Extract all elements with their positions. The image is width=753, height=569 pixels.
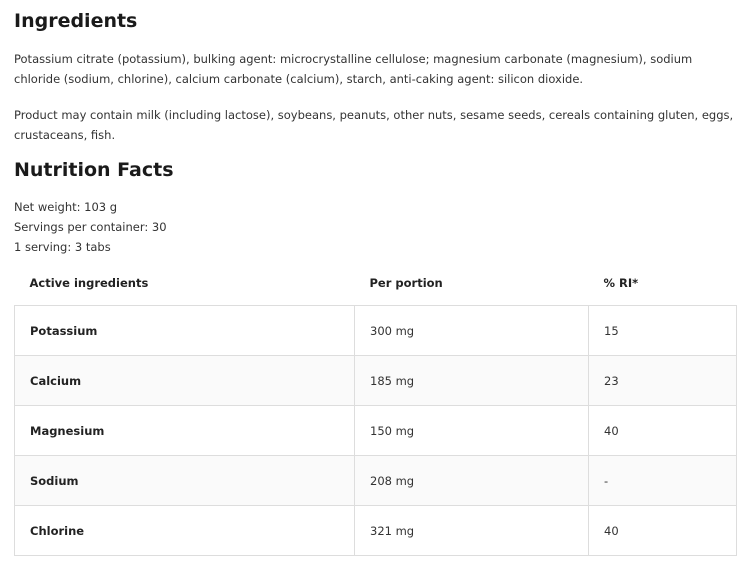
nutrition-title: Nutrition Facts — [14, 159, 174, 181]
per-portion: 300 mg — [354, 305, 589, 356]
per-portion: 150 mg — [354, 405, 589, 456]
ri-percent: 23 — [588, 355, 737, 406]
ri-percent: - — [588, 455, 737, 506]
allergen-text: Product may contain milk (including lact… — [14, 108, 734, 142]
ri-percent: 15 — [588, 305, 737, 356]
servings-per-container: Servings per container: 30 — [14, 220, 167, 234]
ri-percent: 40 — [588, 405, 737, 456]
ingredient-name: Sodium — [14, 455, 355, 506]
ingredient-name: Magnesium — [14, 405, 355, 456]
table-row: Calcium 185 mg 23 — [14, 355, 737, 406]
per-portion: 185 mg — [354, 355, 589, 406]
nutrition-table: Active ingredients Per portion % RI* Pot… — [14, 260, 737, 556]
net-weight: Net weight: 103 g — [14, 200, 118, 214]
nutrition-meta: Net weight: 103 g Servings per container… — [14, 197, 167, 257]
header-ri: % RI* — [603, 275, 639, 290]
ri-percent: 40 — [588, 505, 737, 556]
table-row: Magnesium 150 mg 40 — [14, 405, 737, 456]
ingredients-text: Potassium citrate (potassium), bulking a… — [14, 52, 693, 86]
ingredient-name: Calcium — [14, 355, 355, 406]
table-row: Chlorine 321 mg 40 — [14, 505, 737, 556]
serving-size: 1 serving: 3 tabs — [14, 240, 111, 254]
per-portion: 208 mg — [354, 455, 589, 506]
ingredient-name: Chlorine — [14, 505, 355, 556]
table-row: Potassium 300 mg 15 — [14, 305, 737, 356]
table-header: Active ingredients Per portion % RI* — [15, 260, 737, 306]
table-row: Sodium 208 mg - — [14, 455, 737, 506]
per-portion: 321 mg — [354, 505, 589, 556]
ingredients-title: Ingredients — [14, 10, 138, 32]
header-active-ingredients: Active ingredients — [29, 275, 149, 290]
header-per-portion: Per portion — [369, 275, 443, 290]
ingredient-name: Potassium — [14, 305, 355, 356]
